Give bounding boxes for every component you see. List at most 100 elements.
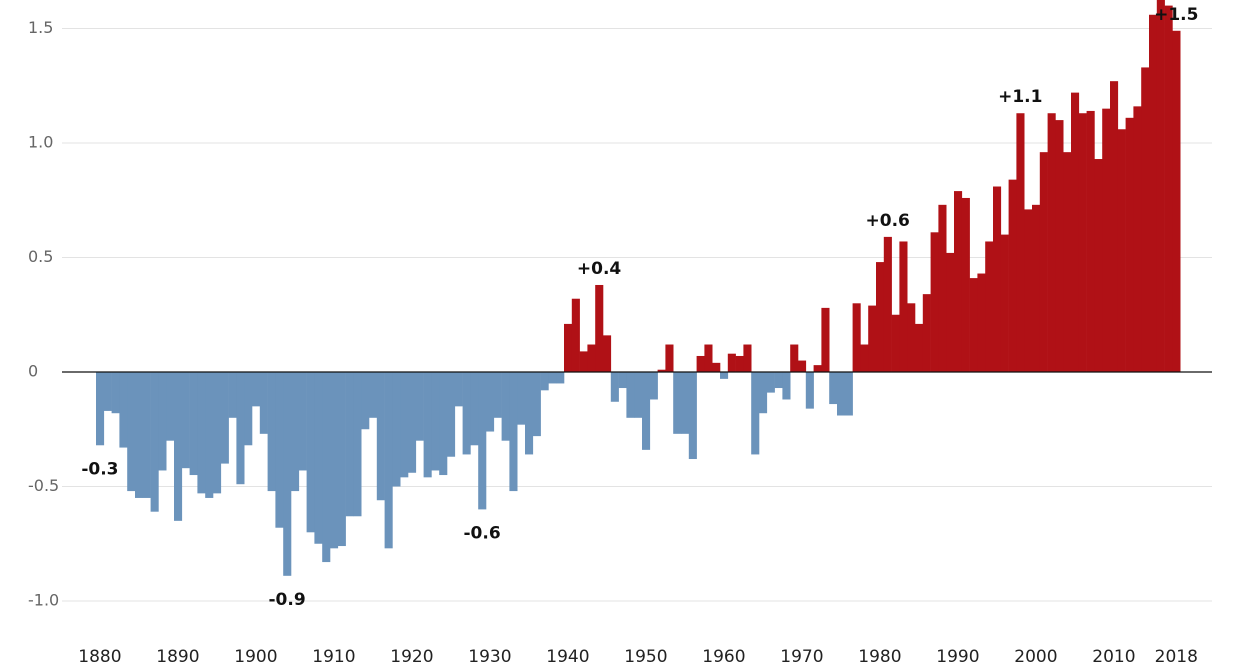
bar <box>860 344 869 372</box>
bar <box>985 241 994 372</box>
bar <box>548 372 557 384</box>
bar <box>478 372 487 510</box>
bar <box>189 372 198 476</box>
x-tick-label: 1940 <box>546 647 589 667</box>
bar <box>306 372 315 533</box>
y-tick-label: 1.0 <box>28 133 53 152</box>
bar <box>142 372 151 498</box>
bar <box>423 372 432 478</box>
bar <box>1024 209 1033 372</box>
bar <box>369 372 378 418</box>
x-tick-label: 1980 <box>858 647 901 667</box>
bar <box>774 372 783 389</box>
bar <box>688 372 697 460</box>
bar <box>946 252 955 372</box>
bar <box>922 294 931 372</box>
bar <box>244 372 253 446</box>
bar <box>509 372 518 492</box>
bar <box>259 372 268 434</box>
x-tick-label: 1950 <box>624 647 667 667</box>
bar <box>954 191 963 372</box>
bar <box>150 372 159 512</box>
bar <box>532 372 541 437</box>
bar <box>829 372 838 405</box>
bar <box>1094 159 1103 372</box>
bar <box>883 236 892 372</box>
y-tick-label: 0 <box>28 362 38 381</box>
bar <box>821 307 830 372</box>
bar <box>205 372 214 498</box>
bar <box>501 372 510 441</box>
bar <box>766 372 775 393</box>
bar <box>127 372 136 492</box>
bar <box>1039 152 1048 372</box>
bar <box>1047 113 1056 372</box>
bar <box>696 355 705 372</box>
y-tick-label: -0.5 <box>28 476 59 495</box>
bar <box>1156 0 1165 373</box>
bar <box>649 372 658 400</box>
bar <box>1016 113 1025 372</box>
x-tick-label: 1990 <box>936 647 979 667</box>
bar <box>415 372 424 441</box>
x-tick-label: 1880 <box>78 647 121 667</box>
bar <box>1055 120 1064 372</box>
annotation: +1.1 <box>998 87 1042 107</box>
annotation: -0.6 <box>464 523 501 543</box>
bar <box>961 197 970 372</box>
x-tick-label: 1960 <box>702 647 745 667</box>
bar <box>681 372 690 434</box>
bar <box>1117 129 1126 372</box>
bar <box>712 362 721 372</box>
bar <box>782 372 791 400</box>
bar <box>220 372 229 464</box>
bar <box>798 360 807 372</box>
x-tick-label: 1890 <box>156 647 199 667</box>
x-tick-label: 2018 <box>1155 647 1198 667</box>
bar <box>361 372 370 430</box>
bar <box>969 278 978 372</box>
bar <box>1078 113 1087 372</box>
bar <box>556 372 565 384</box>
bar <box>579 351 588 372</box>
bar <box>642 372 651 450</box>
bar <box>657 369 666 372</box>
bar <box>337 372 346 547</box>
bar <box>454 372 463 407</box>
bar <box>759 372 768 414</box>
bar <box>525 372 534 455</box>
bar <box>813 365 822 372</box>
bar <box>743 344 752 372</box>
bar <box>1172 30 1181 372</box>
bar <box>1063 152 1072 372</box>
y-tick-label: 1.5 <box>28 18 53 37</box>
bar <box>993 186 1002 372</box>
bar <box>166 372 175 441</box>
bar <box>252 372 261 407</box>
bar <box>1125 117 1134 372</box>
bar <box>618 372 627 389</box>
bar <box>1164 5 1173 372</box>
bar <box>907 303 916 372</box>
bar <box>439 372 448 476</box>
bar <box>735 355 744 372</box>
bar <box>704 344 713 372</box>
bar <box>1071 92 1080 373</box>
bar <box>564 323 573 372</box>
bar <box>1141 67 1150 373</box>
bar <box>899 241 908 372</box>
bar <box>610 372 619 402</box>
bar <box>1032 204 1041 372</box>
bar <box>119 372 128 448</box>
bar <box>330 372 339 549</box>
bar <box>275 372 284 528</box>
x-tick-label: 1910 <box>312 647 355 667</box>
bar <box>876 262 885 372</box>
y-tick-label: 0.5 <box>28 247 53 266</box>
bar <box>634 372 643 418</box>
bar <box>493 372 502 418</box>
bar <box>540 372 549 391</box>
x-tick-label: 1920 <box>390 647 433 667</box>
x-tick-label: 1900 <box>234 647 277 667</box>
bar <box>376 372 385 501</box>
